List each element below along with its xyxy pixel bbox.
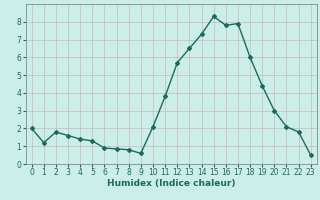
X-axis label: Humidex (Indice chaleur): Humidex (Indice chaleur) [107, 179, 236, 188]
